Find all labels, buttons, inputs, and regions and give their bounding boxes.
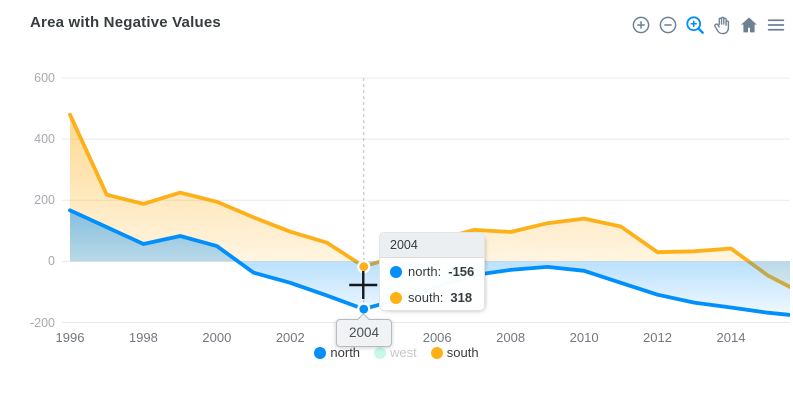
xaxis-tooltip: 2004	[335, 319, 393, 347]
legend-label: south	[446, 345, 479, 360]
x-axis-label: 2012	[643, 330, 672, 345]
legend-dot-west	[374, 346, 387, 359]
cursor-crosshair-icon	[349, 271, 378, 299]
legend-dot-south	[430, 346, 443, 359]
tooltip-row: south: 318	[380, 284, 484, 310]
south-marker[interactable]	[357, 260, 371, 274]
y-axis-label: 600	[34, 71, 55, 85]
zoom-out-icon[interactable]	[656, 13, 679, 36]
home-reset-icon[interactable]	[737, 13, 760, 36]
y-axis-label: 200	[34, 193, 55, 208]
legend-label: west	[390, 345, 417, 360]
x-axis-label: 1998	[128, 330, 158, 345]
menu-icon[interactable]	[764, 13, 787, 36]
tooltip: 2004 north: -156 south: 318	[379, 232, 486, 311]
tooltip-series-value: 318	[450, 290, 473, 305]
tooltip-series-dot	[390, 291, 402, 304]
x-axis-label: 2000	[202, 330, 232, 345]
x-axis-label: 2014	[716, 330, 746, 345]
tooltip-rows: north: -156 south: 318	[380, 258, 484, 310]
legend-item-south[interactable]: south	[430, 345, 479, 360]
x-axis-label: 2010	[569, 330, 599, 345]
selection-zoom-icon[interactable]	[683, 13, 706, 36]
legend-dot-north	[314, 346, 327, 359]
chart-toolbar	[629, 13, 787, 36]
xaxis-tooltip-label: 2004	[348, 325, 380, 340]
zoom-in-icon[interactable]	[629, 13, 652, 36]
legend-item-north[interactable]: north	[314, 345, 360, 360]
legend-item-west[interactable]: west	[374, 345, 417, 360]
legend-label: north	[330, 345, 361, 360]
tooltip-series-dot	[390, 265, 402, 278]
y-axis-label: 400	[34, 132, 55, 147]
y-axis-label: -200	[29, 315, 55, 330]
pan-hand-icon[interactable]	[710, 13, 733, 36]
x-axis-label: 2008	[496, 330, 526, 345]
chart-title: Area with Negative Values	[30, 14, 221, 31]
chart-legend: north west south	[0, 345, 793, 360]
x-axis-label: 1996	[55, 330, 85, 345]
tooltip-row: north: -156	[380, 258, 484, 284]
tooltip-series-value: -156	[448, 264, 475, 279]
south-area	[70, 114, 790, 287]
x-axis-label: 2006	[422, 330, 452, 345]
tooltip-header: 2004	[380, 233, 485, 258]
x-axis-label: 2002	[275, 330, 305, 345]
y-axis-label: 0	[48, 254, 55, 269]
tooltip-series-label: south:	[408, 290, 444, 305]
tooltip-series-label: north:	[408, 264, 442, 279]
